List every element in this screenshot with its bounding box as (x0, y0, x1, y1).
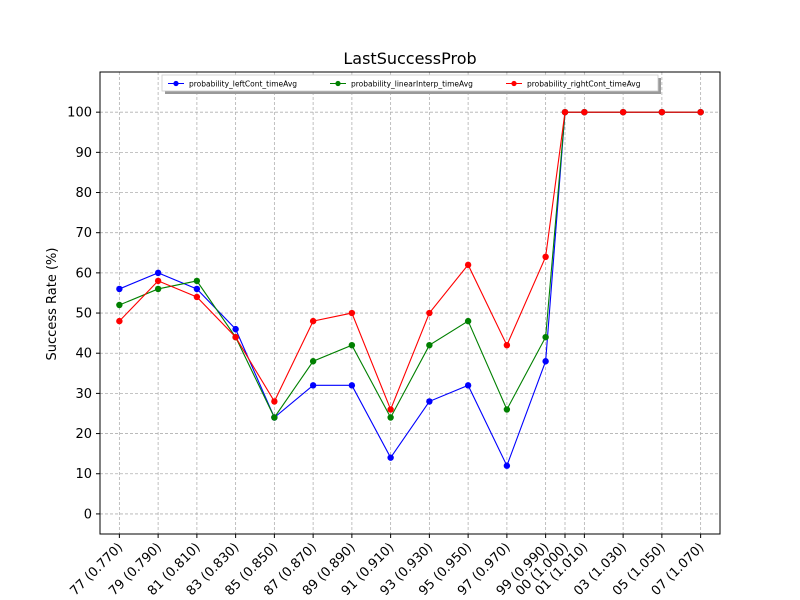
data-point (271, 398, 278, 405)
y-tick-label: 50 (75, 307, 92, 322)
data-point (581, 108, 588, 116)
data-point (116, 285, 123, 293)
data-point (116, 317, 123, 325)
data-point (464, 382, 472, 389)
y-axis-label: Success Rate (%) (45, 248, 60, 361)
data-point (542, 333, 549, 341)
chart-title: LastSuccessProb (343, 49, 476, 68)
y-tick-label: 90 (75, 146, 92, 161)
y-tick-label: 10 (75, 467, 92, 482)
data-point (464, 317, 472, 325)
legend: probability_leftCont_timeAvg probability_… (161, 74, 661, 94)
data-point (387, 406, 394, 413)
y-tick-label: 20 (75, 427, 92, 442)
data-point (116, 301, 123, 309)
data-point (464, 261, 472, 269)
data-point (542, 358, 549, 365)
data-point (426, 309, 433, 317)
y-axis: 0 10 20 30 40 50 60 70 80 90 100 (67, 106, 100, 522)
plot-frame (99, 71, 721, 535)
data-point (503, 341, 511, 349)
y-tick-label: 60 (75, 266, 92, 281)
data-point (309, 317, 317, 325)
y-tick-label: 70 (75, 226, 92, 241)
y-tick-label: 40 (75, 347, 92, 362)
legend-box (161, 74, 659, 92)
data-point (426, 398, 433, 405)
data-point (387, 454, 394, 461)
data-point (542, 253, 549, 260)
data-point (154, 277, 162, 285)
y-tick-label: 80 (75, 186, 92, 201)
data-point (348, 382, 356, 389)
legend-label: probability_rightCont_timeAvg (527, 79, 641, 88)
data-point (426, 341, 433, 349)
data-point (193, 277, 201, 285)
legend-marker (173, 80, 179, 87)
y-tick-label: 30 (75, 387, 92, 402)
data-point (503, 406, 511, 413)
legend-marker (511, 80, 517, 87)
data-point (193, 285, 201, 293)
data-point (271, 414, 278, 421)
y-tick-label: 0 (84, 507, 92, 522)
data-point (154, 285, 162, 293)
legend-marker (335, 80, 341, 87)
data-point (309, 358, 317, 365)
data-point (503, 462, 511, 469)
legend-label: probability_leftCont_timeAvg (189, 79, 297, 88)
data-point (309, 382, 317, 389)
series-group (116, 108, 704, 469)
legend-label: probability_linearInterp_timeAvg (351, 79, 473, 88)
data-point (232, 325, 239, 333)
series-3 (116, 108, 704, 413)
data-point (348, 341, 356, 349)
data-point (232, 333, 239, 341)
data-point (348, 309, 356, 317)
data-point (193, 293, 201, 301)
data-point (658, 108, 666, 116)
data-point (619, 108, 627, 116)
data-point (154, 269, 162, 277)
data-point (387, 414, 394, 421)
y-tick-label: 100 (67, 106, 92, 121)
data-point (561, 108, 569, 116)
data-point (697, 108, 704, 116)
